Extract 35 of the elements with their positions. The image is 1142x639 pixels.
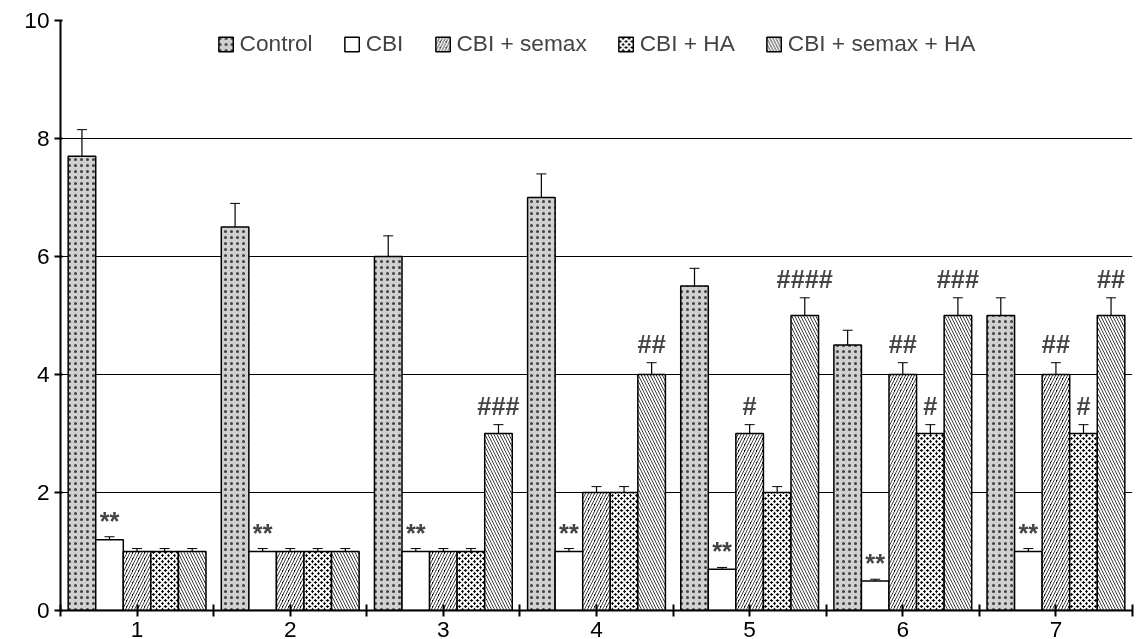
y-tick-label: 6 <box>36 243 50 269</box>
annotation: ## <box>1041 329 1071 358</box>
y-tick-label: 2 <box>36 479 50 505</box>
annotation: ** <box>252 518 273 547</box>
annotation: ## <box>888 329 917 358</box>
x-tick-label: 4 <box>590 615 603 639</box>
annotation: ### <box>477 391 520 420</box>
x-tick-label: 3 <box>437 615 450 639</box>
legend-label: CBI + HA <box>639 30 735 57</box>
legend-label: Control <box>239 30 313 57</box>
annotation: # <box>1076 391 1091 420</box>
legend-label: CBI + semax + HA <box>787 30 976 57</box>
annotation: ** <box>1018 518 1039 547</box>
annotation: ** <box>405 518 426 547</box>
y-tick-label: 0 <box>36 597 50 623</box>
legend-label: CBI <box>365 30 404 57</box>
annotation: ** <box>712 537 733 566</box>
x-tick-label: 5 <box>743 615 756 639</box>
annotation: ## <box>637 329 666 358</box>
y-tick-label: 10 <box>24 7 50 33</box>
annotation: ** <box>559 518 579 547</box>
legend-label: CBI + semax <box>456 30 587 57</box>
x-tick-label: 2 <box>283 615 297 639</box>
annotation: # <box>923 391 938 420</box>
x-tick-label: 6 <box>896 615 910 639</box>
y-tick-label: 8 <box>36 125 50 151</box>
annotation: ** <box>99 506 120 535</box>
annotation: #### <box>776 264 833 293</box>
annotation: # <box>742 391 757 420</box>
annotation: ** <box>865 549 886 578</box>
x-tick-label: 7 <box>1049 615 1063 639</box>
annotation: ### <box>936 264 980 293</box>
x-tick-label: 1 <box>130 615 144 639</box>
y-tick-label: 4 <box>36 361 50 387</box>
annotation: ## <box>1096 264 1126 293</box>
